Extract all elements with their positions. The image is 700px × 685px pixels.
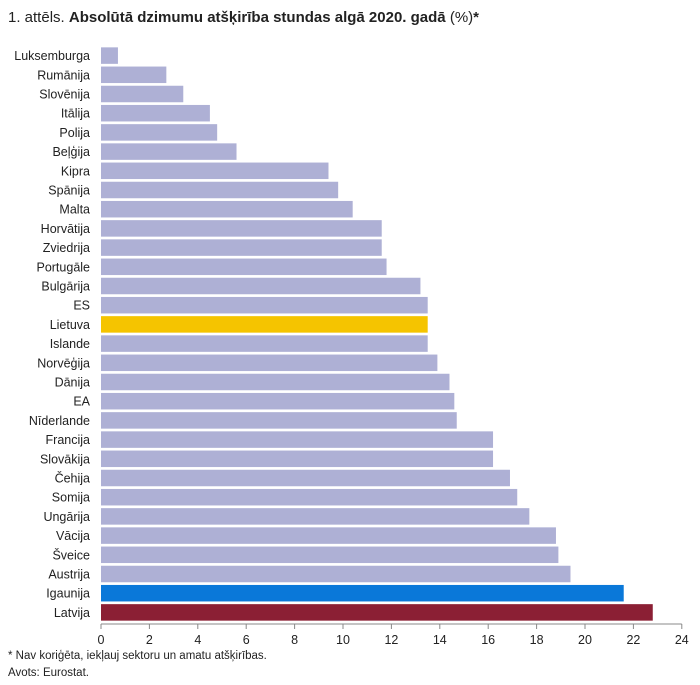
bar-horvatija (101, 220, 382, 237)
bar-latvija (101, 604, 653, 621)
bar-slovenija (101, 85, 184, 103)
x-tick-label: 12 (384, 633, 398, 647)
title-unit: (%) (449, 9, 474, 26)
bar-sveice (101, 546, 559, 564)
bar-somija (101, 488, 518, 506)
bar-italija (101, 104, 210, 122)
category-label-somija: Somija (52, 491, 90, 505)
footnote-source: Avots: Eurostat. (8, 667, 89, 679)
category-label-igaunija: Igaunija (46, 587, 90, 601)
bar-islande (101, 335, 428, 352)
x-tick-label: 24 (675, 633, 689, 647)
bar-zviedrija (101, 239, 382, 256)
footnote-note: * Nav koriģēta, iekļauj sektoru un amatu… (8, 650, 267, 662)
category-label-slovenija: Slovēnija (39, 88, 90, 102)
title-marker: * (473, 9, 479, 26)
chart-title: 1. attēls. Absolūtā dzimumu atšķirība st… (8, 8, 479, 28)
x-tick-label: 20 (578, 633, 592, 647)
category-label-italija: Itālija (61, 107, 90, 121)
bar-norvegija (101, 354, 438, 372)
category-label-bulgarija: Bulgārija (41, 280, 90, 294)
bar-austrija (101, 565, 571, 583)
bar-lietuva (101, 316, 428, 333)
category-label-norvegija: Norvēģija (37, 356, 90, 370)
figure-number: 1. attēls. (8, 9, 65, 26)
category-label-luksemburga: Luksemburga (14, 49, 90, 63)
bar-kipra (101, 162, 329, 180)
bar-es (101, 296, 428, 314)
bar-ungarija (101, 508, 530, 525)
bar-bulgarija (101, 277, 421, 295)
bar-vacija (101, 527, 556, 544)
category-label-ea: EA (73, 395, 90, 409)
category-label-spanija: Spānija (48, 184, 90, 198)
category-label-zviedrija: Zviedrija (43, 241, 90, 255)
category-label-vacija: Vācija (56, 529, 90, 543)
x-tick-label: 18 (530, 633, 544, 647)
x-tick-label: 0 (98, 633, 105, 647)
category-label-francija: Francija (46, 433, 91, 447)
category-label-malta: Malta (59, 203, 90, 217)
bar-spanija (101, 181, 339, 199)
bar-portugale (101, 258, 387, 276)
category-label-islande: Islande (50, 337, 90, 351)
category-label-es: ES (73, 299, 90, 313)
x-tick-label: 4 (194, 633, 201, 647)
bar-cehija (101, 469, 510, 487)
category-label-rumanija: Rumānija (37, 68, 90, 82)
bar-malta (101, 200, 353, 218)
bar-ea (101, 392, 455, 410)
title-main: Absolūtā dzimumu atšķirība stundas algā … (68, 9, 446, 26)
category-label-polija: Polija (59, 126, 90, 140)
category-label-niderlande: Nīderlande (29, 414, 90, 428)
x-tick-label: 8 (291, 633, 298, 647)
category-label-danija: Dānija (55, 376, 90, 390)
category-label-lietuva: Lietuva (50, 318, 90, 332)
category-label-sveice: Šveice (52, 547, 90, 562)
bar-luksemburga (101, 47, 118, 64)
x-tick-label: 14 (433, 633, 447, 647)
bar-rumanija (101, 66, 167, 84)
bar-francija (101, 431, 494, 448)
category-label-cehija: Čehija (55, 471, 90, 486)
x-tick-label: 2 (146, 633, 153, 647)
category-label-austrija: Austrija (48, 568, 90, 582)
x-tick-label: 22 (626, 633, 640, 647)
x-tick-label: 6 (243, 633, 250, 647)
category-label-portugale: Portugāle (36, 260, 90, 274)
bar-igaunija (101, 584, 624, 602)
category-label-latvija: Latvija (54, 606, 90, 620)
bar-slovakija (101, 450, 494, 468)
category-label-kipra: Kipra (61, 164, 90, 178)
category-label-ungarija: Ungārija (43, 510, 90, 524)
category-label-belgija: Beļģija (52, 145, 90, 159)
x-tick-label: 16 (481, 633, 495, 647)
category-label-horvatija: Horvātija (41, 222, 90, 236)
bar-polija (101, 124, 218, 141)
x-tick-label: 10 (336, 633, 350, 647)
bar-niderlande (101, 412, 457, 429)
bar-belgija (101, 143, 237, 160)
category-label-slovakija: Slovākija (40, 452, 90, 466)
bar-danija (101, 373, 450, 391)
